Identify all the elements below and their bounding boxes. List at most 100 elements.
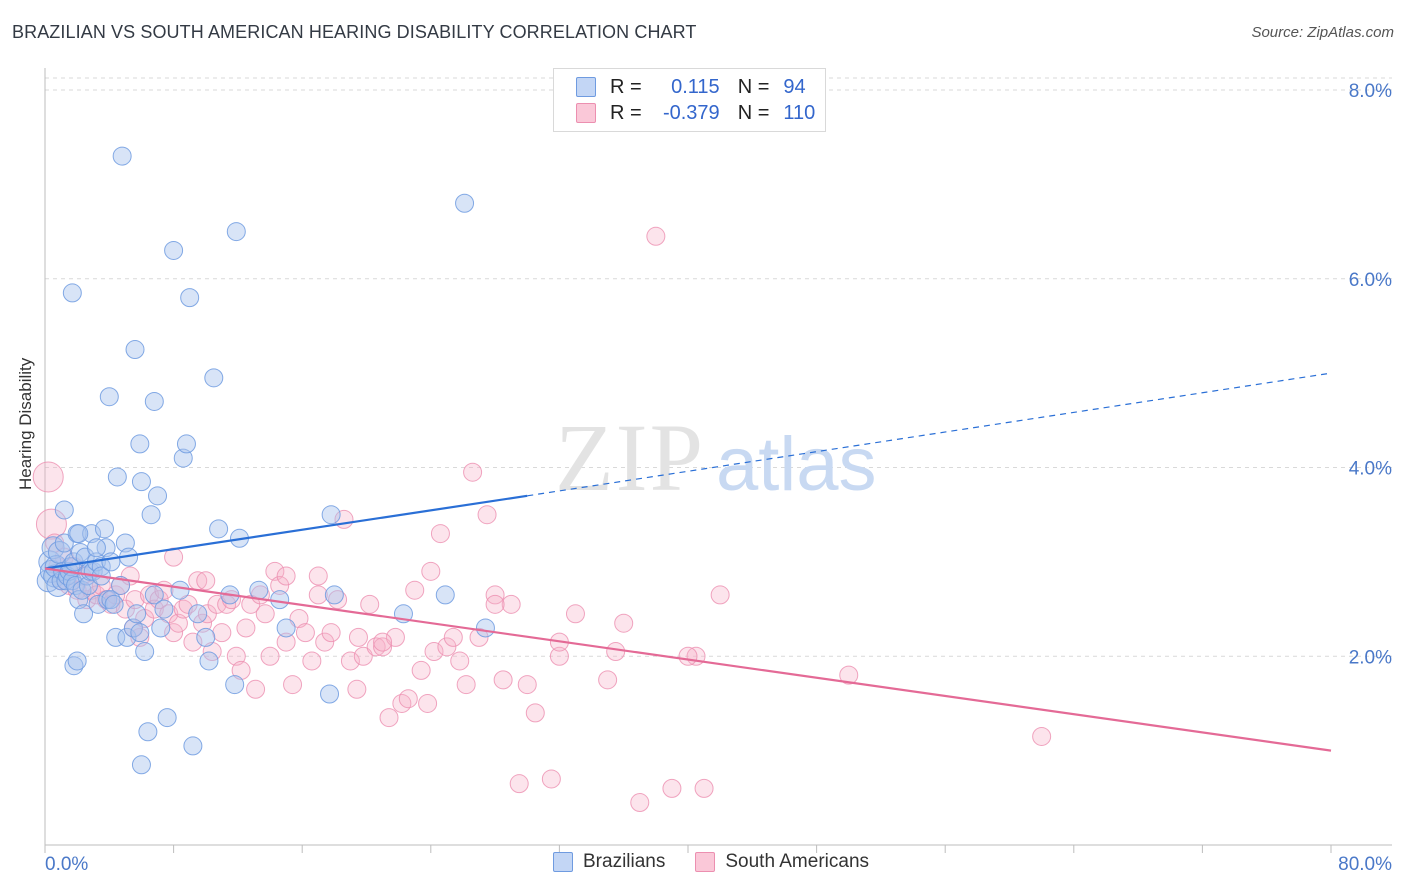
brazilian-point xyxy=(112,146,132,166)
brazilian-point xyxy=(115,533,135,553)
legend-item-south-americans[interactable]: South Americans xyxy=(695,851,869,873)
legend-label: South Americans xyxy=(725,851,870,872)
y-tick-label: 4.0% xyxy=(1349,459,1392,480)
brazilian-point xyxy=(204,368,224,388)
x-tick-label: 0.0% xyxy=(45,854,88,875)
brazilian-point xyxy=(130,623,150,643)
south-american-point xyxy=(463,462,483,482)
brazilian-point xyxy=(107,467,127,487)
south-american-point xyxy=(379,708,399,728)
south-american-point xyxy=(373,632,393,652)
correlation-legend: R = 0.115 N = 94 R = -0.379 N = 110 xyxy=(553,68,826,132)
south-american-point xyxy=(606,642,626,662)
south-american-point xyxy=(549,646,569,666)
r-value: 0.115 xyxy=(671,75,720,98)
south-american-point xyxy=(501,594,521,614)
axes xyxy=(44,68,1392,853)
south-american-point xyxy=(321,623,341,643)
south-american-point xyxy=(246,679,266,699)
south-american-point xyxy=(260,646,280,666)
brazilian-point xyxy=(78,575,98,595)
n-label: N = xyxy=(737,75,770,98)
legend-row-brazilians: R = 0.115 N = 94 xyxy=(576,75,806,99)
south-american-point xyxy=(144,599,164,619)
brazilian-point xyxy=(270,590,290,610)
south-american-point xyxy=(255,604,275,624)
south-american-point xyxy=(289,609,309,628)
brazilian-point xyxy=(62,283,82,303)
south-american-point xyxy=(450,651,470,671)
south-american-point xyxy=(509,774,529,794)
n-value: 94 xyxy=(783,75,806,98)
brazilians-points xyxy=(36,146,495,775)
legend-item-brazilians[interactable]: Brazilians xyxy=(553,851,665,873)
r-label: R = xyxy=(610,75,642,98)
south-american-point xyxy=(646,226,666,246)
brazilian-point xyxy=(86,538,106,558)
south-american-point xyxy=(276,566,296,586)
brazilian-point xyxy=(101,552,121,572)
south-american-point xyxy=(347,679,367,699)
brazilian-point xyxy=(188,604,208,624)
legend-label: Brazilians xyxy=(583,851,666,872)
south-american-point xyxy=(125,590,145,610)
south-american-point xyxy=(283,675,303,695)
south-american-point xyxy=(710,585,730,605)
brazilians-swatch xyxy=(576,77,596,97)
brazilian-point xyxy=(144,585,164,605)
south-american-point xyxy=(77,590,97,610)
south-american-point xyxy=(493,670,513,690)
brazilian-point xyxy=(54,500,74,520)
brazilian-point xyxy=(164,240,184,260)
south-american-point xyxy=(276,632,296,652)
y-tick-label: 8.0% xyxy=(1349,81,1392,102)
south-american-point xyxy=(437,637,457,657)
south-american-point xyxy=(443,627,463,647)
brazilian-point xyxy=(173,448,193,468)
south-american-point xyxy=(353,646,373,666)
watermark-zip: ZIP xyxy=(555,404,705,511)
brazilian-point xyxy=(74,604,94,624)
brazilian-point xyxy=(209,519,229,539)
brazilian-point xyxy=(94,519,114,539)
brazilian-point xyxy=(180,288,200,308)
brazilian-point xyxy=(321,505,341,525)
south-american-point xyxy=(614,613,634,633)
brazilian-point xyxy=(117,627,137,647)
south-americans-trend-line xyxy=(44,567,1332,752)
brazilian-point xyxy=(157,708,177,728)
brazilian-point xyxy=(320,684,340,704)
brazilian-point xyxy=(324,585,344,605)
south-american-point xyxy=(348,627,368,647)
brazilian-point xyxy=(104,594,124,614)
brazilian-point xyxy=(249,580,269,600)
brazilian-point xyxy=(154,599,174,619)
r-value: -0.379 xyxy=(662,101,720,124)
south-american-point xyxy=(340,651,360,671)
south-american-point xyxy=(411,660,431,680)
brazilian-point xyxy=(148,486,168,506)
south-american-point xyxy=(839,665,859,685)
south-american-point xyxy=(1032,726,1052,746)
south-american-point xyxy=(212,623,232,643)
brazilian-point xyxy=(176,434,196,454)
y-tick-label: 6.0% xyxy=(1349,270,1392,291)
south-american-point xyxy=(231,660,251,680)
south-american-point xyxy=(295,623,315,643)
south-american-point xyxy=(424,642,444,662)
south-american-point xyxy=(373,637,393,657)
r-label: R = xyxy=(610,101,642,124)
brazilians-trend-extension xyxy=(527,372,1332,497)
brazilian-point xyxy=(225,675,245,695)
brazilian-point xyxy=(196,627,216,647)
south-american-point xyxy=(630,793,650,813)
brazilian-point xyxy=(138,722,158,742)
brazilian-point xyxy=(67,651,87,671)
n-value: 110 xyxy=(783,101,816,124)
south-american-point xyxy=(32,461,64,493)
brazilians-trend-line xyxy=(44,494,528,570)
series-legend: Brazilians South Americans xyxy=(553,851,899,873)
brazilian-point xyxy=(125,340,145,360)
south-americans-points xyxy=(32,226,1052,813)
brazilian-point xyxy=(135,642,155,662)
